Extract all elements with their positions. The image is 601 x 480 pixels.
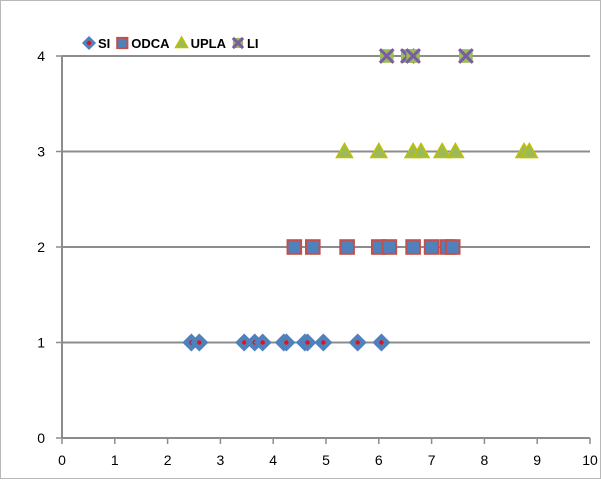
legend-marker-upla (174, 35, 189, 49)
x-tick-label: 4 (269, 452, 277, 468)
point-si-center (355, 340, 360, 345)
point-odca (405, 239, 421, 255)
legend-marker-odca (116, 36, 129, 50)
y-tick-label: 2 (37, 239, 45, 255)
point-si-center (260, 340, 265, 345)
point-upla (411, 141, 431, 159)
point-li-stroke-b (405, 48, 421, 64)
point-si-center (284, 340, 289, 345)
x-tick-label: 2 (164, 452, 172, 468)
x-tick-label: 9 (533, 452, 541, 468)
point-si-center (321, 340, 326, 345)
point-si-center (379, 340, 384, 345)
point-upla (369, 141, 389, 159)
point-odca (339, 239, 355, 255)
point-odca (381, 239, 398, 255)
point-upla (446, 141, 465, 159)
point-odca (423, 239, 440, 255)
legend-marker-si-center (86, 40, 92, 46)
point-odca (444, 239, 461, 255)
x-tick-label: 6 (375, 452, 383, 468)
x-tick-label: 10 (582, 452, 598, 468)
y-tick-label: 3 (37, 144, 45, 160)
point-upla (432, 141, 452, 159)
legend-label-li: LI (247, 36, 259, 51)
legend-label-odca: ODCA (131, 36, 170, 51)
legend-label-si: SI (98, 36, 110, 51)
point-si-center (197, 340, 202, 345)
point-si-center (241, 340, 247, 345)
y-tick-label: 0 (37, 430, 45, 446)
point-upla (335, 141, 354, 159)
point-si-center (305, 340, 310, 345)
x-tick-label: 3 (217, 452, 225, 468)
y-tick-label: 1 (37, 335, 45, 351)
x-tick-label: 5 (322, 452, 330, 468)
point-upla (519, 141, 539, 159)
x-tick-label: 1 (111, 452, 119, 468)
point-li-stroke-b (378, 48, 395, 64)
point-li-stroke-b (458, 48, 474, 64)
legend-marker-li-stroke-b (231, 36, 245, 50)
x-tick-label: 8 (481, 452, 489, 468)
x-tick-label: 0 (58, 452, 66, 468)
legend-label-upla: UPLA (191, 36, 227, 51)
point-odca (305, 239, 321, 255)
point-odca (286, 239, 303, 255)
y-tick-label: 4 (37, 48, 45, 64)
x-tick-label: 7 (428, 452, 436, 468)
